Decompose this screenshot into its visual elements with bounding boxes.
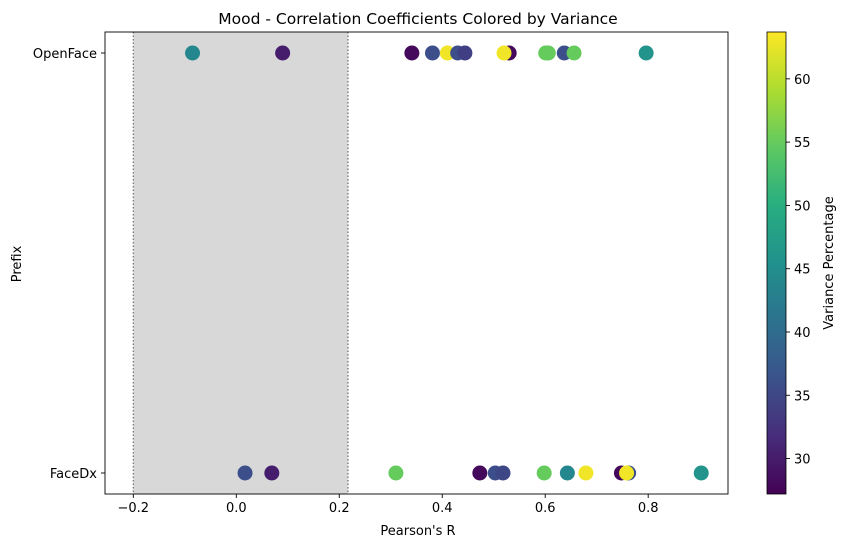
data-point	[237, 465, 253, 481]
colorbar-tick-label: 55	[794, 136, 811, 151]
data-point	[495, 465, 511, 481]
plot-area: −0.2 0.0 0.2 0.4 0.6 0.8 OpenFace FaceDx	[33, 31, 729, 516]
data-point	[404, 45, 420, 61]
shaded-region	[133, 32, 349, 494]
data-point	[638, 45, 654, 61]
data-point	[578, 465, 594, 481]
chart-title: Mood - Correlation Coefficients Colored …	[218, 10, 617, 28]
data-point	[540, 45, 556, 61]
data-point	[185, 45, 201, 61]
colorbar-tick-label: 40	[794, 326, 811, 341]
data-point	[439, 45, 455, 61]
data-point	[457, 45, 473, 61]
x-tick-label: 0.8	[638, 501, 659, 516]
data-point	[536, 465, 552, 481]
y-tick-label: OpenFace	[33, 47, 97, 62]
data-point	[264, 465, 280, 481]
colorbar-tick-label: 30	[794, 453, 811, 468]
colorbar-gradient	[766, 31, 787, 495]
data-point	[619, 465, 635, 481]
y-axis-label: Prefix	[10, 245, 25, 282]
data-point	[496, 45, 512, 61]
data-point	[388, 465, 404, 481]
colorbar-label: Variance Percentage	[822, 196, 837, 329]
colorbar: 30 35 40 45 50 55 60	[766, 31, 811, 495]
data-point	[559, 465, 575, 481]
colorbar-tick-label: 35	[794, 389, 811, 404]
x-tick-label: 0.6	[535, 501, 556, 516]
colorbar-tick-label: 60	[794, 73, 811, 88]
data-point	[693, 465, 709, 481]
colorbar-tick-label: 45	[794, 263, 811, 278]
x-tick-label: 0.2	[329, 501, 350, 516]
colorbar-tick-label: 50	[794, 199, 811, 214]
y-tick-label: FaceDx	[50, 467, 97, 482]
data-point	[424, 45, 440, 61]
data-point	[275, 45, 291, 61]
x-tick-label: 0.0	[226, 501, 247, 516]
plot-frame	[104, 31, 729, 495]
x-tick-label: 0.4	[432, 501, 453, 516]
x-axis-label: Pearson's R	[380, 524, 455, 539]
x-tick-label: −0.2	[118, 501, 150, 516]
data-point	[472, 465, 488, 481]
data-point	[566, 45, 582, 61]
